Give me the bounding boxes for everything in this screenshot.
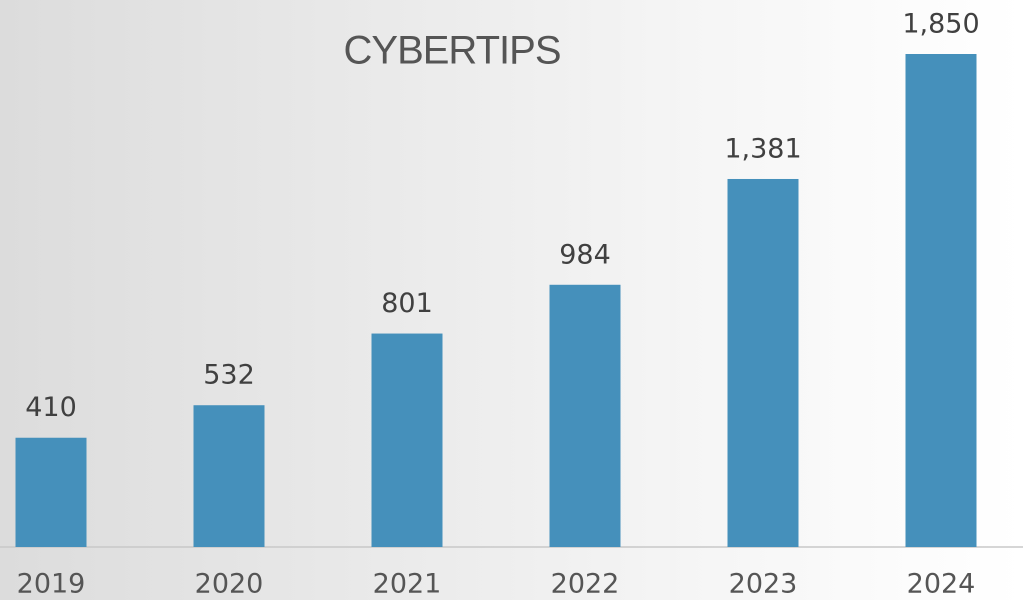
value-label: 984 <box>559 239 611 270</box>
chart-title: CYBERTIPS <box>344 29 561 73</box>
x-tick-label: 2020 <box>195 569 264 600</box>
bar <box>905 54 977 547</box>
bar <box>549 284 621 547</box>
value-label: 1,381 <box>724 133 801 164</box>
bar <box>193 405 265 547</box>
bar <box>371 333 443 547</box>
value-label: 1,850 <box>902 9 979 40</box>
bar <box>15 437 87 547</box>
x-tick-label: 2021 <box>373 569 442 600</box>
x-tick-label: 2023 <box>729 569 798 600</box>
x-tick-label: 2024 <box>907 569 976 600</box>
value-label: 532 <box>203 360 255 391</box>
x-tick-label: 2022 <box>551 569 620 600</box>
value-label: 410 <box>25 392 77 423</box>
bar <box>727 178 799 547</box>
x-tick-label: 2019 <box>17 569 86 600</box>
value-label: 801 <box>381 288 433 319</box>
